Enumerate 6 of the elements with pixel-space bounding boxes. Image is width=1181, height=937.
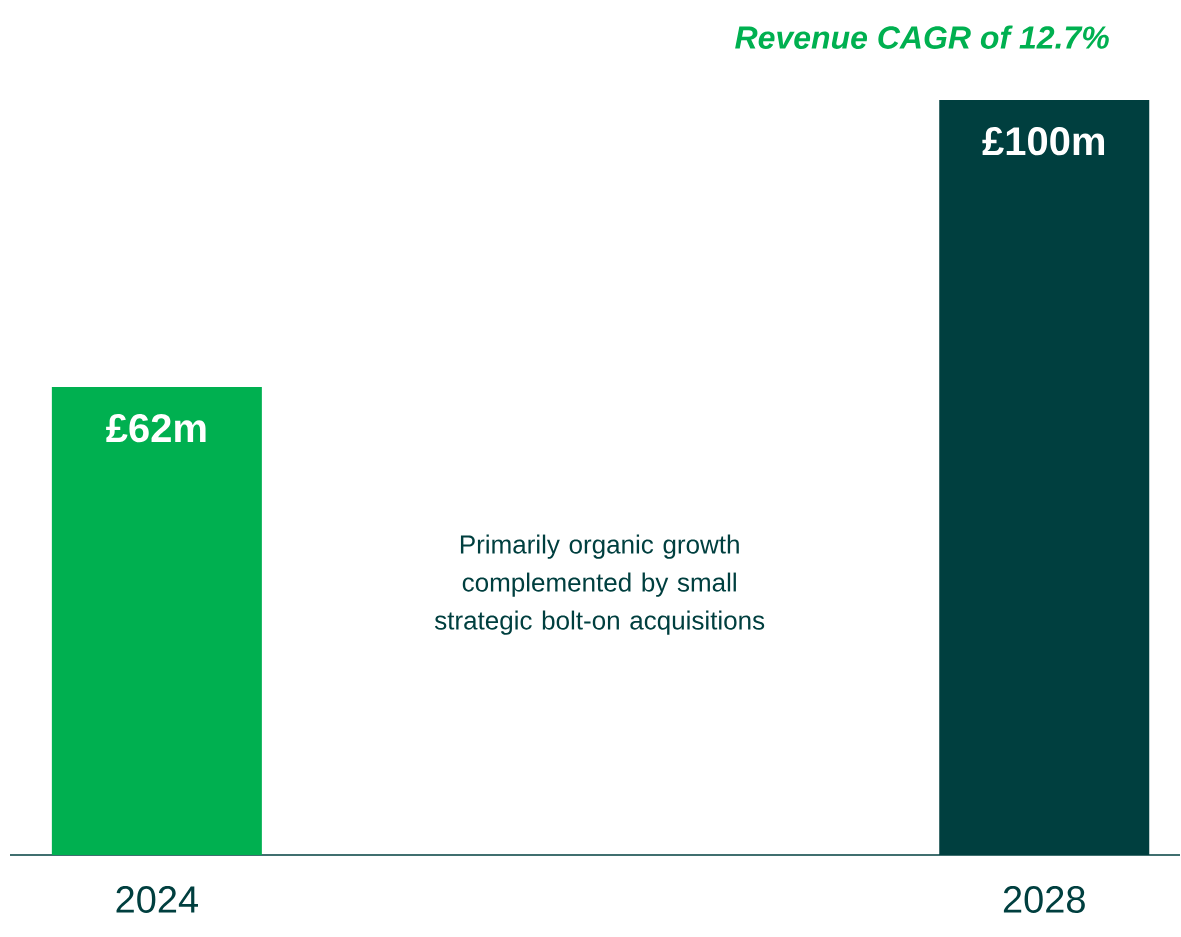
annotation: Primarily organic growth complemented by small strategic bolt-on acquisitions <box>434 534 765 635</box>
x-tick-label: 2024 <box>116 886 198 913</box>
text: Revenue CAGR of 12.7% <box>735 25 1109 49</box>
data-label: £100m <box>982 127 1105 156</box>
data-label: £62m <box>106 413 206 443</box>
x-tick-label: 2028 <box>1003 886 1085 913</box>
